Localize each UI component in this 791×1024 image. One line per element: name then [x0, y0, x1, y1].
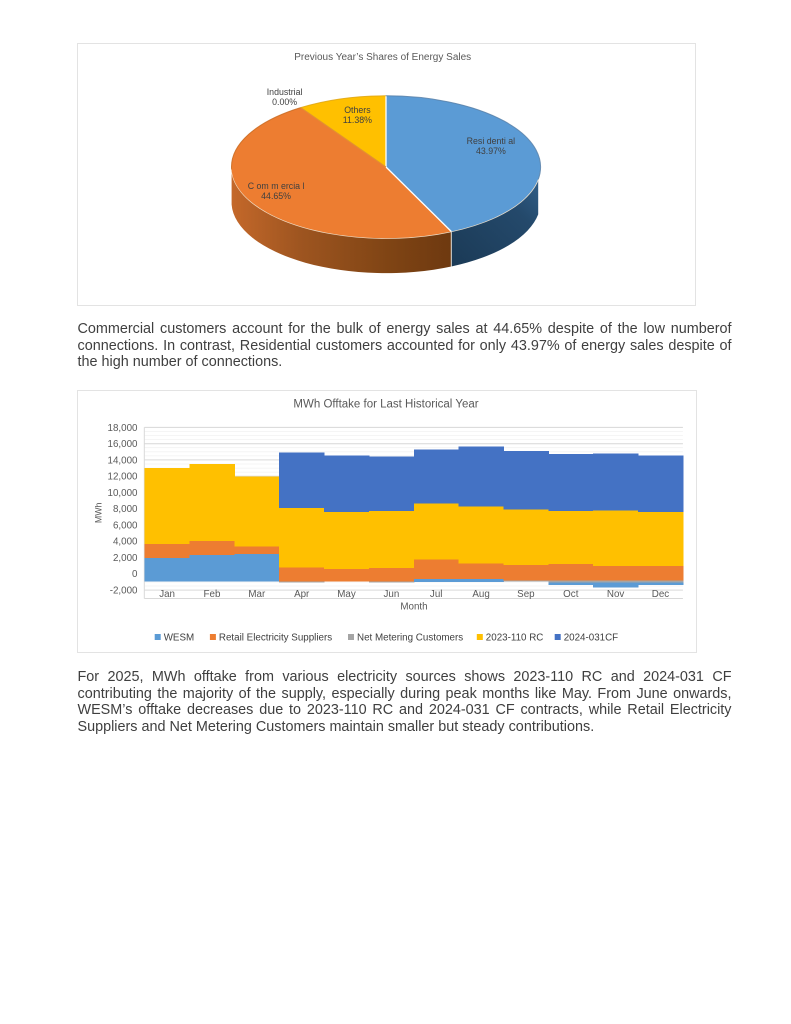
svg-text:MWh: MWh [94, 502, 104, 523]
svg-text:WESM: WESM [164, 632, 194, 643]
svg-text:Aug: Aug [472, 589, 489, 600]
svg-text:Sep: Sep [517, 589, 535, 600]
svg-text:Apr: Apr [294, 589, 310, 600]
svg-text:Feb: Feb [204, 589, 221, 600]
svg-text:Jun: Jun [384, 589, 400, 600]
svg-text:2,000: 2,000 [113, 553, 138, 564]
svg-text:2024-031CF: 2024-031CF [564, 632, 618, 643]
svg-text:Retail Electricity Suppliers: Retail Electricity Suppliers [219, 632, 332, 643]
svg-text:Nov: Nov [607, 589, 625, 600]
svg-text:Jan: Jan [159, 589, 175, 600]
svg-text:16,000: 16,000 [108, 439, 139, 450]
svg-text:May: May [337, 589, 356, 600]
svg-text:Oct: Oct [563, 589, 579, 600]
svg-text:-2,000: -2,000 [110, 586, 138, 597]
svg-text:4,000: 4,000 [113, 537, 138, 548]
svg-text:Net Metering Customers: Net Metering Customers [357, 632, 463, 643]
svg-text:Mar: Mar [248, 589, 266, 600]
svg-text:MWh Offtake for Last Historica: MWh Offtake for Last Historical Year [293, 399, 478, 411]
svg-text:Previous Year’s Shares of Ener: Previous Year’s Shares of Energy Sales [294, 52, 471, 63]
svg-text:10,000: 10,000 [108, 488, 139, 499]
svg-text:12,000: 12,000 [108, 472, 139, 483]
svg-text:18,000: 18,000 [108, 423, 139, 434]
svg-text:2023-110 RC: 2023-110 RC [486, 632, 544, 643]
svg-text:0: 0 [132, 569, 138, 580]
svg-text:Dec: Dec [652, 589, 670, 600]
svg-text:6,000: 6,000 [113, 520, 138, 531]
svg-text:8,000: 8,000 [113, 504, 138, 515]
svg-text:Month: Month [400, 602, 427, 613]
svg-text:14,000: 14,000 [108, 455, 139, 466]
svg-text:Jul: Jul [430, 589, 443, 600]
